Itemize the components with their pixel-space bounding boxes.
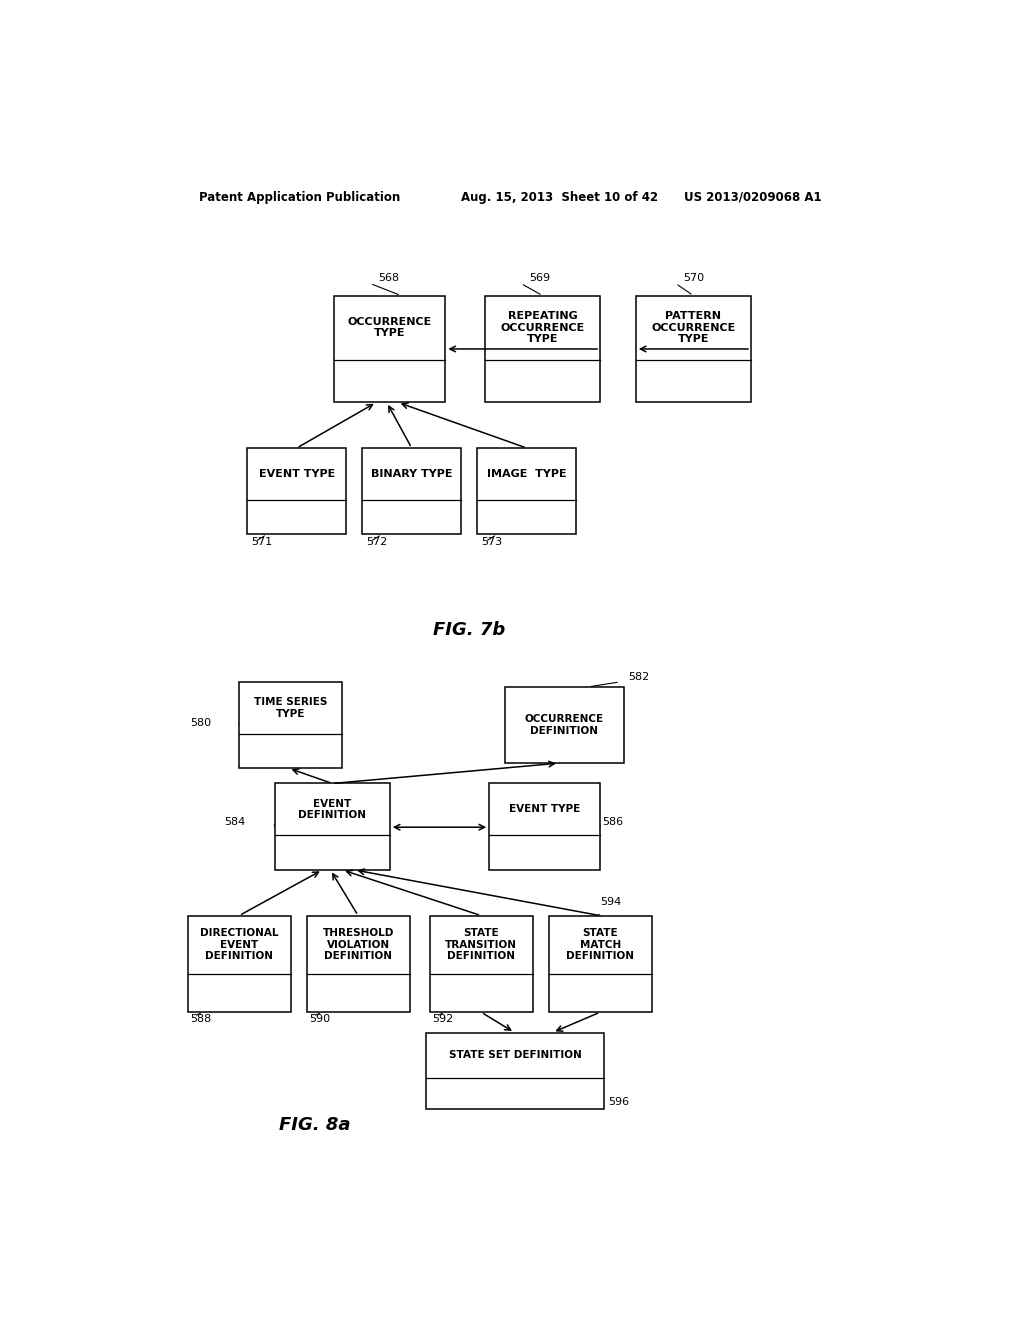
Text: 569: 569 — [528, 273, 550, 284]
Text: BINARY TYPE: BINARY TYPE — [371, 469, 453, 479]
Bar — [489, 784, 600, 870]
Text: STATE
MATCH
DEFINITION: STATE MATCH DEFINITION — [566, 928, 634, 961]
Text: IMAGE  TYPE: IMAGE TYPE — [487, 469, 566, 479]
Text: REPEATING
OCCURRENCE
TYPE: REPEATING OCCURRENCE TYPE — [501, 312, 585, 345]
Text: 586: 586 — [602, 817, 624, 828]
Text: Aug. 15, 2013  Sheet 10 of 42: Aug. 15, 2013 Sheet 10 of 42 — [461, 190, 658, 203]
Text: 594: 594 — [600, 898, 622, 907]
Bar — [477, 447, 577, 535]
Bar — [426, 1032, 604, 1109]
Text: 572: 572 — [367, 537, 387, 546]
Text: 584: 584 — [224, 817, 246, 828]
Text: EVENT
DEFINITION: EVENT DEFINITION — [298, 799, 367, 820]
Bar — [247, 447, 346, 535]
Text: 582: 582 — [628, 672, 649, 682]
Text: 592: 592 — [432, 1014, 454, 1024]
Text: EVENT TYPE: EVENT TYPE — [509, 804, 581, 814]
Text: 590: 590 — [309, 1014, 330, 1024]
Text: PATTERN
OCCURRENCE
TYPE: PATTERN OCCURRENCE TYPE — [651, 312, 735, 345]
Text: THRESHOLD
VIOLATION
DEFINITION: THRESHOLD VIOLATION DEFINITION — [323, 928, 394, 961]
Bar — [362, 447, 461, 535]
Text: 570: 570 — [684, 273, 705, 284]
Text: 568: 568 — [378, 273, 399, 284]
Text: STATE SET DEFINITION: STATE SET DEFINITION — [449, 1051, 582, 1060]
Bar — [306, 916, 410, 1012]
Bar — [485, 296, 600, 403]
Text: EVENT TYPE: EVENT TYPE — [258, 469, 335, 479]
Text: Patent Application Publication: Patent Application Publication — [200, 190, 400, 203]
Bar — [187, 916, 291, 1012]
Bar — [549, 916, 652, 1012]
Bar — [636, 296, 751, 403]
Text: FIG. 8a: FIG. 8a — [279, 1115, 350, 1134]
Text: TIME SERIES
TYPE: TIME SERIES TYPE — [254, 697, 328, 718]
Bar — [505, 686, 624, 763]
Text: 580: 580 — [190, 718, 211, 727]
Text: US 2013/0209068 A1: US 2013/0209068 A1 — [684, 190, 821, 203]
Bar — [274, 784, 390, 870]
Text: 588: 588 — [189, 1014, 211, 1024]
Text: 573: 573 — [481, 537, 503, 546]
Text: STATE
TRANSITION
DEFINITION: STATE TRANSITION DEFINITION — [445, 928, 517, 961]
Bar — [334, 296, 445, 403]
Text: 596: 596 — [608, 1097, 630, 1106]
Bar — [430, 916, 532, 1012]
Text: OCCURRENCE
TYPE: OCCURRENCE TYPE — [348, 317, 432, 338]
Text: DIRECTIONAL
EVENT
DEFINITION: DIRECTIONAL EVENT DEFINITION — [200, 928, 279, 961]
Text: 571: 571 — [251, 537, 272, 546]
Text: OCCURRENCE
DEFINITION: OCCURRENCE DEFINITION — [525, 714, 604, 735]
Text: FIG. 7b: FIG. 7b — [433, 620, 506, 639]
Bar — [240, 682, 342, 768]
